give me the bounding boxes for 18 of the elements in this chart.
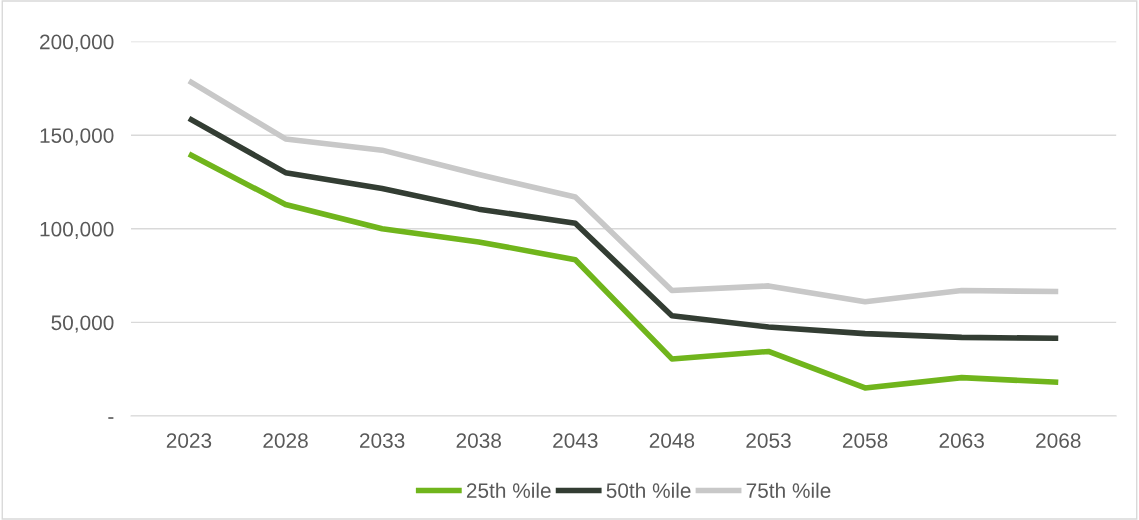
x-tick-label: 2043 <box>553 433 598 448</box>
y-tick-label: 50,000 <box>51 315 114 333</box>
legend-label: 50th %ile <box>606 482 691 498</box>
x-tick-label: 2058 <box>842 433 888 448</box>
x-tick-label: 2028 <box>263 433 308 448</box>
x-tick-label: 2053 <box>746 433 791 448</box>
x-tick-label: 2033 <box>360 433 405 448</box>
x-tick-label: 2048 <box>649 433 695 448</box>
x-tick-label: 2038 <box>456 433 501 448</box>
legend-label: 25th %ile <box>466 482 551 498</box>
y-tick-label: 100,000 <box>40 221 114 240</box>
y-tick-label: 200,000 <box>40 34 114 52</box>
y-tick-label: - <box>108 417 114 419</box>
y-tick-label: 150,000 <box>40 128 114 146</box>
x-tick-label: 2063 <box>939 433 984 448</box>
legend-label: 75th %ile <box>746 482 831 498</box>
x-tick-label: 2023 <box>166 433 212 448</box>
x-tick-label: 2068 <box>1036 433 1081 448</box>
